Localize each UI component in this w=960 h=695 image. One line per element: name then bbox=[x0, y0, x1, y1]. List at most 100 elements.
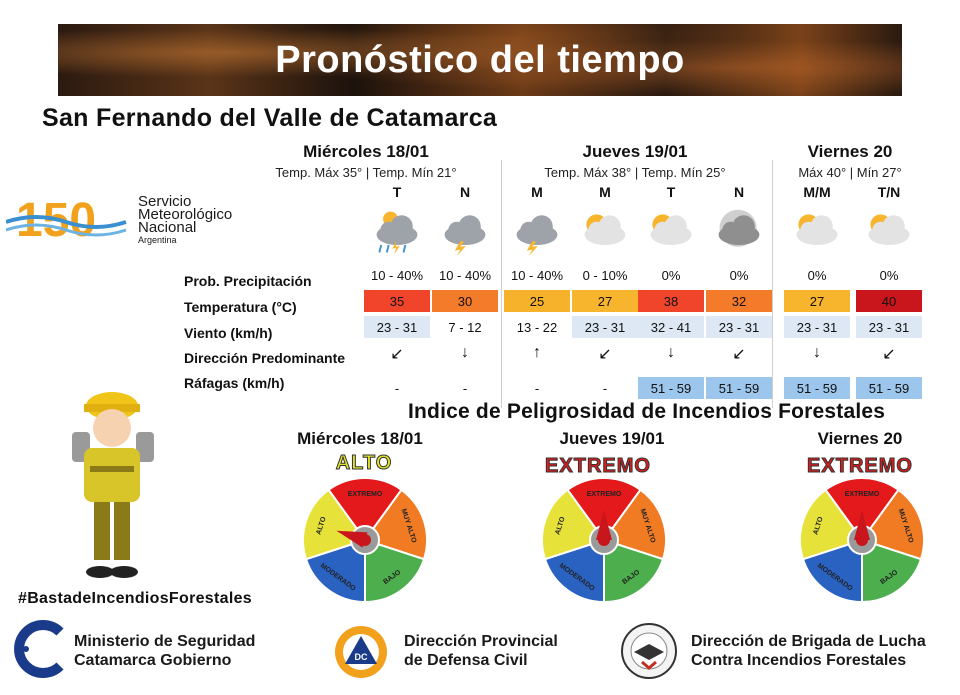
wind-cell: 23 - 31 bbox=[572, 316, 638, 338]
gauge-sector-muy_alto bbox=[602, 488, 667, 561]
wind-cell: 13 - 22 bbox=[504, 316, 570, 338]
wind-cell: 23 - 31 bbox=[706, 316, 772, 338]
gauge-sector-moderado bbox=[304, 538, 366, 604]
precip-cell: 0% bbox=[729, 267, 749, 283]
row-label-wind: Viento (km/h) bbox=[184, 325, 273, 341]
ministerio-logo-icon bbox=[14, 620, 64, 678]
smn-line: Nacional bbox=[138, 219, 197, 236]
precip-cell: 0% bbox=[807, 267, 827, 283]
row-label-precip: Prob. Precipitación bbox=[184, 273, 312, 289]
period-label: M bbox=[599, 184, 611, 200]
gauge-sector-label: EXTREMO bbox=[845, 491, 880, 498]
precip-cell: 10 - 40% bbox=[510, 267, 564, 283]
day-name: Jueves 19/01 bbox=[582, 142, 688, 161]
temp-cell: 30 bbox=[432, 290, 498, 312]
defensa-badge-text: DC bbox=[355, 652, 368, 662]
sun-cloud-icon bbox=[796, 214, 838, 245]
gauge-needle bbox=[854, 510, 870, 540]
direction-arrow-icon: ↑ bbox=[533, 344, 541, 361]
storm-icon bbox=[516, 215, 558, 257]
row-label-temp: Temperatura (°C) bbox=[184, 299, 297, 315]
storm-rain-icon bbox=[376, 211, 418, 255]
wind-cell: 23 - 31 bbox=[784, 316, 850, 338]
gusts-cell: 51 - 59 bbox=[638, 377, 704, 399]
footer-line: Contra Incendios Forestales bbox=[691, 652, 907, 669]
gauge-day-1: Miércoles 18/01 bbox=[297, 429, 423, 448]
smn-line: Servicio bbox=[138, 193, 192, 210]
footer-line: Dirección de Brigada de Lucha bbox=[691, 633, 926, 650]
gusts-cell: - bbox=[432, 377, 498, 399]
gauge-level-2: EXTREMO bbox=[545, 455, 651, 478]
gauge-sector-alto bbox=[302, 488, 367, 561]
temp-cell: 27 bbox=[784, 290, 850, 312]
temp-cell: 40 bbox=[856, 290, 922, 312]
row-label-gusts: Ráfagas (km/h) bbox=[184, 375, 285, 391]
day-name: Viernes 20 bbox=[807, 142, 893, 161]
gauge-day-2: Jueves 19/01 bbox=[559, 429, 665, 448]
sun-cloud-icon bbox=[650, 214, 692, 245]
gauge-sector-bajo bbox=[861, 538, 923, 604]
ministerio-text: Ministerio de Seguridad Catamarca Gobier… bbox=[74, 632, 255, 670]
gusts-cell: - bbox=[504, 377, 570, 399]
gauge-sector-moderado bbox=[801, 538, 863, 604]
brigada-text: Dirección de Brigada de Lucha Contra Inc… bbox=[691, 632, 926, 670]
footer-line: Ministerio de Seguridad bbox=[74, 633, 256, 650]
header-banner: Pronóstico del tiempo bbox=[58, 24, 902, 96]
gauge-sector-muy_alto bbox=[363, 488, 428, 561]
day-header-1: Miércoles 18/01 Temp. Máx 35° | Temp. Mí… bbox=[258, 142, 474, 180]
gauge-sector-bajo bbox=[603, 538, 665, 604]
banner-title: Pronóstico del tiempo bbox=[275, 38, 685, 81]
period-label: M/M bbox=[803, 184, 831, 200]
column-divider bbox=[772, 160, 773, 408]
wind-cell: 7 - 12 bbox=[432, 316, 498, 338]
fire-index-title: Indice de Peligrosidad de Incendios Fore… bbox=[408, 400, 886, 423]
precip-cell: 0% bbox=[661, 267, 681, 283]
precip-cell: 0% bbox=[879, 267, 899, 283]
gauge-sector-label: EXTREMO bbox=[587, 491, 622, 498]
gauge-sector-bajo bbox=[364, 538, 426, 604]
gusts-cell: 51 - 59 bbox=[706, 377, 772, 399]
wind-cell: 23 - 31 bbox=[856, 316, 922, 338]
gauge-sector-extremo bbox=[824, 477, 900, 542]
sun-cloud-icon bbox=[868, 214, 910, 245]
direction-arrow-icon: ↙ bbox=[732, 346, 746, 363]
temp-cell: 32 bbox=[706, 290, 772, 312]
gauge-day-3: Viernes 20 bbox=[817, 429, 903, 448]
gauge-sector-alto bbox=[799, 488, 864, 561]
day-header-2: Jueves 19/01 Temp. Máx 38° | Temp. Mín 2… bbox=[520, 142, 750, 180]
direction-arrow-icon: ↓ bbox=[813, 344, 821, 361]
hashtag: #BastadeIncendiosForestales bbox=[18, 590, 252, 607]
moon-cloud-icon bbox=[718, 209, 760, 247]
smn-name: Servicio Meteorológico Nacional Argentin… bbox=[138, 193, 232, 246]
temp-cell: 27 bbox=[572, 290, 638, 312]
precip-cell: 0 - 10% bbox=[582, 267, 628, 283]
gusts-cell: - bbox=[572, 377, 638, 399]
smn-line: Argentina bbox=[138, 235, 177, 245]
day-temps: Máx 40° | Mín 27° bbox=[798, 165, 902, 180]
period-label: T/N bbox=[877, 184, 901, 200]
day-temps: Temp. Máx 35° | Temp. Mín 21° bbox=[275, 165, 457, 180]
temp-cell: 38 bbox=[638, 290, 704, 312]
firefighter-mascot-icon bbox=[72, 392, 154, 578]
direction-arrow-icon: ↓ bbox=[461, 344, 469, 361]
footer-line: Dirección Provincial bbox=[404, 633, 558, 650]
storm-icon bbox=[444, 215, 486, 257]
footer-line: Catamarca Gobierno bbox=[74, 652, 232, 669]
period-label: M bbox=[531, 184, 543, 200]
period-label: N bbox=[733, 184, 745, 200]
direction-arrow-icon: ↙ bbox=[390, 346, 404, 363]
gauge-sector-extremo bbox=[566, 477, 642, 542]
defensa-civil-logo-icon: DC bbox=[335, 626, 387, 678]
defensa-text: Dirección Provincial de Defensa Civil bbox=[404, 632, 558, 670]
sun-cloud-icon bbox=[584, 214, 626, 245]
city-title: San Fernando del Valle de Catamarca bbox=[42, 104, 498, 132]
day-name: Miércoles 18/01 bbox=[303, 142, 429, 161]
gauge-sector-label: EXTREMO bbox=[348, 491, 383, 498]
gauge-needle bbox=[336, 530, 368, 548]
precip-cell: 10 - 40% bbox=[438, 267, 492, 283]
direction-arrow-icon: ↓ bbox=[667, 344, 675, 361]
row-label-direction: Dirección Predominante bbox=[184, 350, 346, 366]
